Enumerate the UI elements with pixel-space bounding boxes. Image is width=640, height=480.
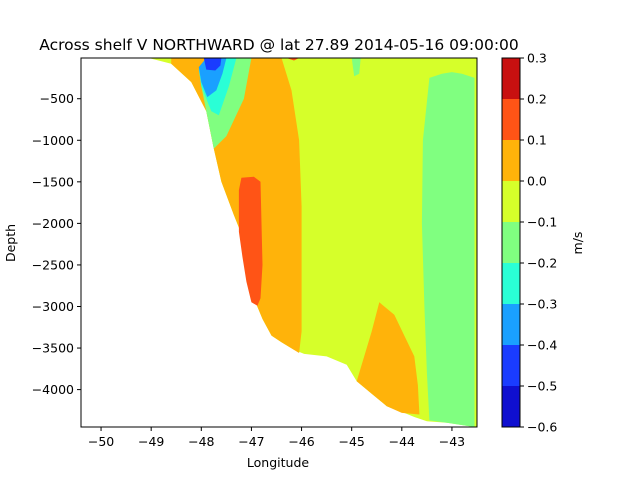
x-tick-label: −46 [288, 434, 314, 449]
colorbar-tick-label: 0.1 [527, 133, 547, 148]
x-axis: −50 −49 −48 −47 −46 −45 −44 −43 [88, 427, 465, 449]
y-tick-label: −1000 [32, 133, 74, 148]
x-tick-label: −50 [88, 434, 114, 449]
colorbar-swatch [502, 345, 520, 386]
contour-region-positive-slope [171, 58, 302, 353]
colorbar-swatch [502, 263, 520, 304]
colorbar-tick-label: −0.1 [527, 215, 557, 230]
contour-fill [148, 58, 477, 427]
y-tick-label: −500 [40, 91, 74, 106]
colorbar-tick-label: −0.5 [527, 379, 557, 394]
contour-region-shelfbreak-core [203, 58, 222, 71]
x-axis-label: Longitude [247, 455, 309, 470]
y-tick-label: −3500 [32, 341, 74, 356]
x-tick-label: −48 [188, 434, 214, 449]
contour-region-negative-patch [351, 58, 361, 77]
colorbar-swatch [502, 181, 520, 222]
x-tick-label: −43 [439, 434, 465, 449]
y-tick-label: −4000 [32, 382, 74, 397]
contour-region-shelfbreak-blue [198, 58, 227, 98]
x-tick-label: −44 [389, 434, 415, 449]
colorbar-swatch [502, 386, 520, 427]
y-axis: −4000 −3500 −3000 −2500 −2000 −1500 −1000 −500 [32, 91, 81, 397]
colorbar-label: m/s [570, 232, 585, 255]
y-tick-label: −3000 [32, 299, 74, 314]
y-axis-label: Depth [3, 224, 18, 262]
colorbar-tick-label: −0.3 [527, 297, 557, 312]
contour-region-positive-eddy [356, 302, 420, 415]
x-tick-label: −45 [338, 434, 364, 449]
y-tick-label: −1500 [32, 174, 74, 189]
colorbar-frame [501, 57, 521, 428]
colorbar-tick-label: −0.6 [527, 420, 557, 435]
colorbar-swatch [502, 58, 520, 99]
contour-region-positive-surface [286, 58, 300, 61]
x-tick-label: −49 [138, 434, 164, 449]
chart-title: Across shelf V NORTHWARD @ lat 27.89 201… [39, 36, 519, 54]
x-tick-label: −47 [238, 434, 264, 449]
y-tick-label: −2500 [32, 257, 74, 272]
colorbar-tick-label: 0.3 [527, 51, 547, 66]
colorbar-tick-label: 0.2 [527, 92, 547, 107]
plot-area [80, 57, 478, 428]
colorbar: −0.6 −0.5 −0.4 −0.3 −0.2 −0.1 0.0 0.1 0.2 0.3 [501, 51, 557, 435]
colorbar-tick-label: −0.2 [527, 256, 557, 271]
colorbar-tick-label: 0.0 [527, 174, 547, 189]
contour-region-offshore-band [421, 72, 475, 427]
y-tick-label: −2000 [32, 216, 74, 231]
colorbar-swatch [502, 99, 520, 140]
colorbar-swatch [502, 222, 520, 263]
colorbar-swatch [502, 140, 520, 181]
contour-region-positive-core [238, 176, 263, 306]
colorbar-swatch [502, 304, 520, 345]
plot-frame [80, 57, 478, 428]
colorbar-tick-label: −0.4 [527, 338, 557, 353]
